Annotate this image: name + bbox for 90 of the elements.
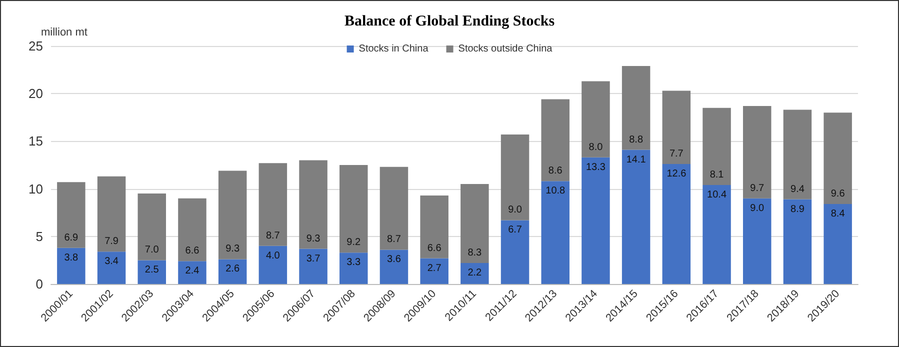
bar — [420, 258, 448, 284]
y-axis-title: million mt — [41, 26, 88, 38]
data-label: 3.3 — [346, 257, 362, 268]
data-label: 2.4 — [185, 266, 200, 277]
bar — [824, 112, 852, 204]
bar — [783, 110, 812, 200]
data-label: 7.9 — [104, 236, 119, 248]
y-tick-label: 0 — [36, 276, 43, 292]
bar — [57, 182, 86, 248]
bar — [622, 66, 650, 150]
bar — [541, 181, 570, 284]
data-label: 9.7 — [750, 182, 765, 194]
data-label: 9.6 — [830, 188, 846, 200]
data-label: 8.4 — [830, 208, 846, 220]
bar — [460, 263, 489, 284]
bar — [299, 248, 328, 284]
bar — [702, 184, 731, 284]
data-label: 6.6 — [185, 246, 200, 257]
bar — [662, 90, 691, 164]
data-label: 9.0 — [750, 202, 765, 214]
data-label: 8.7 — [387, 234, 402, 246]
bar — [622, 150, 650, 284]
data-label: 6.9 — [64, 232, 79, 244]
data-label: 13.3 — [586, 162, 606, 173]
bar — [138, 260, 166, 284]
data-label: 10.8 — [546, 186, 566, 197]
data-label: 8.9 — [790, 204, 805, 215]
data-label: 8.7 — [266, 230, 280, 242]
bar — [258, 163, 288, 246]
bar — [582, 81, 610, 158]
data-label: 10.4 — [707, 189, 727, 200]
bar — [460, 184, 489, 264]
bar — [824, 204, 852, 284]
data-label: 9.3 — [226, 244, 240, 255]
bar — [340, 252, 368, 284]
data-label: 2.7 — [427, 262, 442, 274]
bar — [662, 164, 691, 284]
data-label: 6.7 — [508, 224, 522, 236]
y-tick-label: 25 — [28, 38, 43, 54]
data-label: 3.4 — [104, 256, 119, 268]
bar — [582, 157, 610, 284]
bar — [97, 176, 126, 252]
data-label: 7.7 — [669, 148, 684, 160]
y-tick-label: 15 — [28, 134, 43, 149]
bar — [541, 99, 570, 182]
data-label: 2.2 — [468, 268, 482, 279]
bar — [178, 198, 206, 262]
bar — [138, 194, 166, 260]
data-label: 3.8 — [64, 252, 79, 264]
data-label: 4.0 — [266, 250, 280, 262]
y-tick-label: 5 — [36, 228, 43, 244]
data-label: 9.0 — [508, 204, 522, 216]
data-label: 8.8 — [629, 134, 644, 146]
data-label: 8.1 — [710, 169, 724, 180]
data-label: 9.3 — [306, 233, 321, 244]
data-label: 2.5 — [144, 264, 160, 276]
bar — [500, 220, 530, 284]
bar — [218, 170, 247, 260]
bar — [743, 106, 772, 198]
data-label: 3.7 — [306, 253, 321, 264]
bar — [702, 108, 731, 185]
bar — [420, 195, 448, 258]
bar — [500, 134, 530, 220]
bar — [783, 199, 812, 284]
bar — [340, 165, 368, 253]
bar — [299, 160, 328, 249]
data-label: 7.0 — [144, 244, 160, 256]
data-label: 8.0 — [588, 142, 604, 153]
data-label: 2.6 — [226, 264, 240, 275]
data-label: 9.4 — [790, 184, 805, 195]
y-tick-label: 10 — [28, 181, 43, 196]
bar — [743, 198, 772, 284]
bar — [97, 252, 126, 284]
legend-label: Stocks outside China — [458, 44, 553, 54]
data-label: 3.6 — [387, 254, 402, 266]
data-label: 12.6 — [666, 168, 687, 180]
bar — [178, 261, 206, 284]
legend-label: Stocks in China — [358, 44, 429, 54]
bar — [218, 259, 247, 284]
chart-title: Balance of Global Ending Stocks — [344, 14, 555, 30]
data-label: 6.6 — [427, 242, 442, 254]
bar — [258, 246, 288, 284]
bar — [380, 250, 408, 284]
data-label: 8.6 — [548, 166, 563, 177]
y-tick-label: 20 — [28, 86, 43, 102]
data-label: 9.2 — [346, 237, 362, 248]
bar — [57, 248, 86, 284]
data-label: 14.1 — [626, 154, 646, 166]
data-label: 8.3 — [468, 248, 482, 259]
bar — [380, 166, 408, 250]
